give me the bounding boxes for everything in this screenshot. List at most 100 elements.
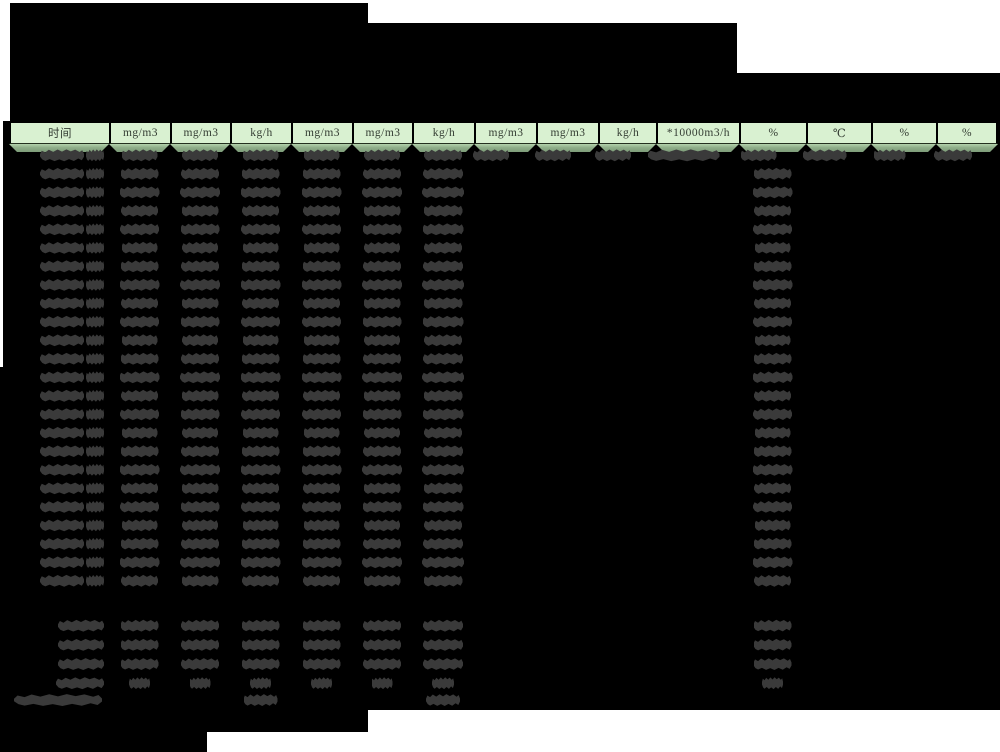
cell-col-4	[291, 616, 352, 635]
cell-col-2	[170, 146, 230, 165]
redacted-value	[302, 619, 341, 632]
table-row	[9, 461, 998, 480]
cell-col-12	[806, 498, 871, 517]
cell-col-8	[536, 331, 598, 350]
cell-col-9	[595, 146, 656, 165]
redacted-value	[120, 223, 159, 236]
table-row	[9, 479, 998, 498]
cell-col-10	[656, 553, 739, 572]
redacted-timestamp	[86, 223, 104, 236]
cell-col-1	[109, 294, 170, 313]
cell-col-10	[656, 635, 739, 654]
cell-col-14	[934, 146, 998, 165]
redacted-value	[241, 619, 280, 632]
redacted-value	[363, 619, 401, 632]
redacted-value	[240, 186, 281, 199]
cell-col-11	[739, 165, 806, 184]
cell-col-10	[656, 331, 739, 350]
cell-col-10	[656, 572, 739, 591]
cell-col-8	[536, 257, 598, 276]
column-header-label: kg/h	[250, 127, 273, 139]
redacted-timestamp	[86, 352, 104, 365]
redacted-value	[302, 167, 341, 180]
cell-col-10	[656, 461, 739, 480]
cell-col-9	[598, 553, 656, 572]
redacted-value	[181, 638, 219, 651]
cell-col-3	[230, 220, 291, 239]
redacted-value	[119, 371, 160, 384]
redacted-value	[181, 260, 219, 273]
redacted-value	[242, 482, 279, 495]
cell-col-12	[806, 202, 871, 221]
cell-col-2	[170, 202, 230, 221]
table-row	[9, 146, 998, 165]
redacted-bottom-middle	[0, 710, 368, 732]
cell-col-14	[936, 276, 998, 295]
redacted-value	[240, 463, 281, 476]
cell-col-6	[412, 635, 474, 654]
redacted-value	[302, 352, 341, 365]
cell-col-14	[936, 461, 998, 480]
redacted-value	[423, 619, 463, 632]
redacted-timestamp	[86, 500, 104, 513]
redacted-value	[303, 389, 340, 402]
redacted-value	[303, 334, 340, 347]
cell-col-4	[291, 693, 352, 707]
cell-col-0	[9, 276, 109, 295]
redacted-value	[423, 482, 463, 495]
cell-col-14	[936, 202, 998, 221]
redacted-label	[58, 619, 104, 632]
cell-col-2	[170, 294, 230, 313]
redacted-value	[422, 278, 464, 291]
cell-col-7	[474, 693, 536, 707]
cell-col-0	[9, 405, 109, 424]
summary-row	[9, 674, 998, 693]
cell-col-10	[656, 257, 739, 276]
column-header-1: mg/m3	[109, 121, 170, 144]
cell-col-11	[739, 693, 806, 707]
cell-col-5	[352, 498, 412, 517]
cell-col-6	[412, 498, 474, 517]
redacted-value	[311, 677, 332, 690]
cell-col-8	[536, 654, 598, 673]
cell-col-5	[352, 294, 412, 313]
cell-col-3	[230, 165, 291, 184]
cell-col-10	[656, 479, 739, 498]
cell-col-0	[9, 331, 109, 350]
cell-col-13	[871, 257, 936, 276]
redacted-value	[121, 482, 158, 495]
cell-col-6	[412, 387, 474, 406]
cell-col-8	[536, 693, 598, 707]
redacted-value	[302, 445, 341, 458]
cell-col-11	[739, 239, 806, 258]
cell-col-7	[474, 257, 536, 276]
cell-col-11	[739, 405, 806, 424]
cell-col-0	[9, 183, 109, 202]
cell-col-1	[109, 146, 170, 165]
table-row	[9, 572, 998, 591]
cell-col-8	[535, 146, 598, 165]
cell-col-12	[806, 313, 871, 332]
redacted-timestamp	[40, 149, 84, 162]
redacted-value	[753, 500, 792, 513]
redacted-value	[302, 500, 341, 513]
cell-col-9	[598, 350, 656, 369]
redacted-value	[422, 186, 464, 199]
cell-col-13	[871, 220, 936, 239]
redacted-value	[182, 334, 218, 347]
cell-col-14	[936, 368, 998, 387]
cell-col-14	[936, 498, 998, 517]
cell-col-14	[936, 654, 998, 673]
cell-col-10	[656, 516, 739, 535]
redacted-value	[363, 204, 401, 217]
redacted-value	[754, 574, 791, 587]
cell-col-9	[598, 654, 656, 673]
cell-col-8	[536, 350, 598, 369]
redacted-value	[364, 519, 400, 532]
redacted-value	[303, 574, 340, 587]
cell-col-14	[936, 239, 998, 258]
cell-col-6	[412, 405, 474, 424]
cell-col-1	[109, 479, 170, 498]
cell-col-5	[352, 616, 412, 635]
table-row	[9, 294, 998, 313]
